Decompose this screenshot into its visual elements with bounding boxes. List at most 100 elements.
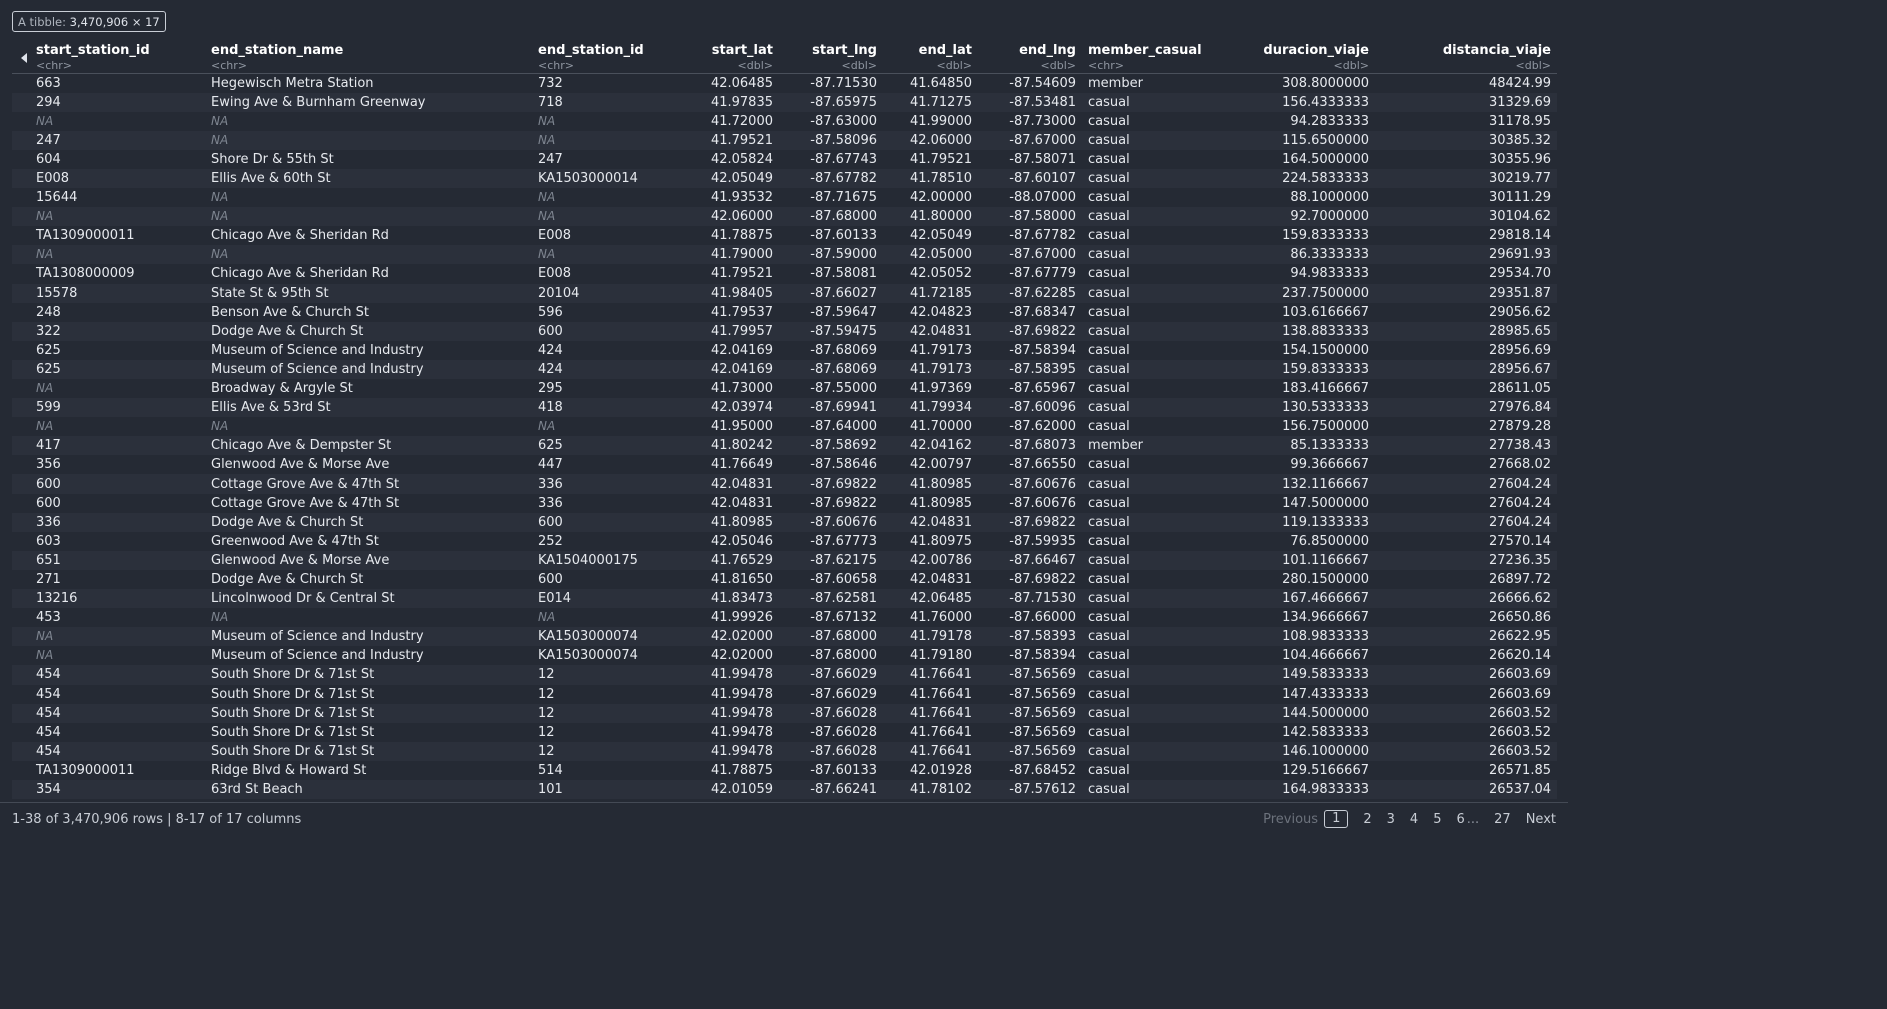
- table-cell: 30111.29: [1488, 190, 1551, 206]
- next-page-button[interactable]: Next: [1525, 811, 1556, 827]
- table-cell: 41.81650: [710, 571, 773, 587]
- table-cell: 336: [538, 495, 563, 511]
- column-header-duracion-viaje[interactable]: duracion_viaje <dbl>: [1217, 40, 1375, 74]
- table-cell: 42.02000: [710, 648, 773, 664]
- table-cell: 41.80000: [883, 207, 978, 227]
- table-cell: Chicago Ave & Sheridan Rd: [211, 266, 389, 282]
- table-cell: casual: [1088, 457, 1130, 473]
- table-cell: 42.04831: [909, 571, 972, 587]
- table-cell: casual: [1088, 648, 1130, 664]
- table-cell: 156.4333333: [1217, 92, 1375, 112]
- column-header-member-casual[interactable]: member_casual <chr>: [1082, 40, 1217, 74]
- table-row: 454 South Shore Dr & 71st St 12 41.99478 -87…: [12, 723, 1557, 742]
- table-cell: 63rd St Beach: [205, 779, 532, 800]
- table-cell: -87.67743: [810, 151, 877, 167]
- table-cell: 29818.14: [1488, 228, 1551, 244]
- row-gutter: [12, 550, 30, 570]
- table-cell: 164.5000000: [1282, 151, 1369, 167]
- table-cell: casual: [1088, 342, 1130, 358]
- table-cell: 42.06485: [883, 589, 978, 609]
- table-cell: 603: [36, 533, 61, 549]
- table-cell: 27879.28: [1488, 419, 1551, 435]
- table-cell: 42.06000: [684, 207, 779, 227]
- table-cell: -87.66028: [779, 703, 883, 723]
- table-cell: casual: [1082, 474, 1217, 494]
- page-button-2[interactable]: 2: [1363, 811, 1372, 827]
- table-cell: 42.03974: [684, 398, 779, 418]
- table-cell: 138.8833333: [1217, 321, 1375, 341]
- table-cell: -87.67773: [810, 533, 877, 549]
- table-cell: -87.58000: [978, 207, 1082, 227]
- table-cell: 514: [538, 762, 563, 778]
- table-cell: 447: [538, 457, 563, 473]
- table-row: NA Museum of Science and Industry KA150300…: [12, 627, 1557, 647]
- row-gutter: [12, 608, 30, 627]
- table-row: NA NA NA 41.72000 -87.63000 41.99000 -87.73000…: [12, 112, 1557, 131]
- table-cell: NA: [532, 130, 684, 150]
- page-button-27[interactable]: 27: [1494, 811, 1511, 827]
- table-cell: 154.1500000: [1282, 342, 1369, 358]
- tibble-badge-dimensions: 3,470,906 × 17: [69, 15, 160, 29]
- table-cell: 42.04169: [684, 359, 779, 379]
- table-cell: South Shore Dr & 71st St: [211, 686, 375, 702]
- table-cell: 42.04162: [883, 436, 978, 456]
- prev-columns-button[interactable]: [12, 40, 30, 74]
- table-cell: 29534.70: [1488, 266, 1551, 282]
- table-cell: 454: [30, 741, 205, 761]
- table-cell: casual: [1088, 266, 1130, 282]
- table-cell: 600: [538, 571, 563, 587]
- table-cell: 41.76641: [883, 703, 978, 723]
- table-cell: KA1503000014: [532, 168, 684, 189]
- table-cell: casual: [1082, 130, 1217, 150]
- table-cell: 27570.14: [1488, 533, 1551, 549]
- column-header-end-station-id[interactable]: end_station_id <chr>: [532, 40, 684, 74]
- table-cell: 108.9833333: [1217, 627, 1375, 647]
- table-cell: 42.06000: [883, 130, 978, 150]
- table-cell: Greenwood Ave & 47th St: [211, 533, 379, 549]
- column-header-end-lng[interactable]: end_lng <dbl>: [978, 40, 1082, 74]
- page-button-3[interactable]: 3: [1386, 811, 1395, 827]
- table-cell: 15578: [30, 283, 205, 303]
- table-cell: -87.68000: [779, 627, 883, 647]
- previous-page-button[interactable]: Previous: [1263, 811, 1319, 827]
- table-cell: 146.1000000: [1217, 741, 1375, 761]
- table-cell: 356: [36, 457, 61, 473]
- column-header-end-station-name[interactable]: end_station_name <chr>: [205, 40, 532, 74]
- table-row: NA NA NA 41.95000 -87.64000 41.70000 -87.62000…: [12, 417, 1557, 436]
- table-cell: South Shore Dr & 71st St: [211, 724, 375, 740]
- table-cell: NA: [36, 648, 54, 663]
- column-type: <dbl>: [1515, 59, 1551, 72]
- table-cell: casual: [1082, 168, 1217, 189]
- table-cell: Ellis Ave & 53rd St: [205, 398, 532, 418]
- table-cell: 454: [36, 686, 61, 702]
- table-cell: casual: [1082, 589, 1217, 609]
- table-cell: 41.79537: [710, 304, 773, 320]
- column-header-start-station-id[interactable]: start_station_id <chr>: [30, 40, 205, 74]
- table-cell: 41.99000: [909, 113, 972, 129]
- column-type: <dbl>: [737, 59, 773, 72]
- table-cell: NA: [211, 113, 229, 128]
- page-button-5[interactable]: 5: [1433, 811, 1442, 827]
- table-cell: casual: [1088, 762, 1130, 778]
- table-row: 453 NA NA 41.99926 -87.67132 41.76000 -87.6600…: [12, 608, 1557, 627]
- column-name: member_casual: [1088, 43, 1202, 58]
- table-cell: 156.7500000: [1282, 419, 1369, 435]
- table-row: 271 Dodge Ave & Church St 600 41.81650 -87.6…: [12, 570, 1557, 589]
- table-row: 417 Chicago Ave & Dempster St 625 41.80242-…: [12, 436, 1557, 456]
- page-button-4[interactable]: 4: [1409, 811, 1419, 827]
- table-cell: -87.67000: [978, 245, 1082, 265]
- column-header-distancia-viaje[interactable]: distancia_viaje <dbl>: [1375, 40, 1557, 74]
- table-cell: member: [1088, 75, 1143, 91]
- table-cell: 247: [30, 130, 205, 150]
- table-cell: South Shore Dr & 71st St: [205, 703, 532, 723]
- page-button-6[interactable]: 6: [1456, 811, 1465, 827]
- column-header-end-lat[interactable]: end_lat <dbl>: [883, 40, 978, 74]
- page-button-1[interactable]: 1: [1324, 810, 1349, 828]
- table-cell: 132.1166667: [1217, 474, 1375, 494]
- table-cell: -87.68347: [1009, 304, 1076, 320]
- table-cell: -87.69822: [1009, 571, 1076, 587]
- column-header-start-lat[interactable]: start_lat <dbl>: [684, 40, 779, 74]
- column-header-start-lng[interactable]: start_lng <dbl>: [779, 40, 883, 74]
- table-cell: 336: [532, 474, 684, 494]
- table-cell: 28611.05: [1488, 381, 1551, 397]
